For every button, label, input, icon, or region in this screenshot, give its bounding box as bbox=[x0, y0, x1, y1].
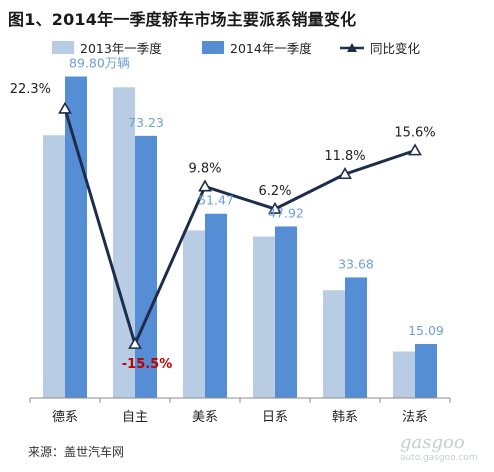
x-tick-label: 德系 bbox=[52, 410, 78, 425]
source-note: 来源：盖世汽车网 bbox=[28, 445, 125, 459]
legend-label-2014: 2014年一季度 bbox=[230, 41, 312, 56]
bar-value-label: 89.80万辆 bbox=[69, 56, 130, 71]
bar-2014 bbox=[415, 343, 437, 398]
x-tick-label: 法系 bbox=[402, 410, 428, 425]
change-marker bbox=[128, 336, 142, 349]
x-tick-label: 韩系 bbox=[332, 410, 358, 425]
x-axis: 德系 自主 美系 日系 韩系 法系 bbox=[29, 397, 451, 425]
change-line bbox=[63, 108, 416, 346]
bar-value-label: 51.47 bbox=[198, 193, 234, 208]
x-tick-label: 日系 bbox=[262, 410, 288, 425]
labels-layer: 89.80万辆 73.23 51.47 47.92 33.68 15.09 22.3% -15… bbox=[10, 56, 444, 372]
legend-label-2013: 2013年一季度 bbox=[80, 41, 162, 56]
x-tick-label: 美系 bbox=[192, 410, 218, 425]
bar-2013 bbox=[323, 290, 345, 398]
change-label: 11.8% bbox=[324, 149, 365, 164]
watermark-logo: gasgoo auto.gasgoo.com bbox=[400, 432, 490, 466]
bar-value-label: 33.68 bbox=[338, 256, 374, 271]
bar-value-label: 73.23 bbox=[128, 115, 164, 130]
legend-swatch-2014 bbox=[202, 41, 224, 54]
legend-label-change: 同比变化 bbox=[370, 41, 421, 56]
bar-value-label: 47.92 bbox=[268, 205, 304, 220]
x-tick-label: 自主 bbox=[122, 410, 148, 425]
chart-title: 图1、2014年一季度轿车市场主要派系销量变化 bbox=[8, 10, 357, 29]
bar-2013 bbox=[253, 236, 275, 398]
change-marker bbox=[58, 101, 72, 114]
legend: 2013年一季度 2014年一季度 同比变化 bbox=[52, 41, 421, 56]
legend-marker-change bbox=[347, 43, 357, 52]
change-marker bbox=[268, 201, 282, 214]
change-marker bbox=[198, 179, 212, 192]
bars-layer bbox=[43, 76, 437, 399]
bar-2014 bbox=[275, 226, 297, 398]
bar-2013 bbox=[43, 135, 65, 398]
bar-2014 bbox=[65, 76, 87, 399]
legend-swatch-2013 bbox=[52, 41, 74, 54]
change-line-layer bbox=[58, 101, 422, 349]
change-label: 9.8% bbox=[188, 162, 221, 177]
bar-2014 bbox=[345, 277, 367, 398]
bar-value-label: 15.09 bbox=[408, 323, 444, 338]
bar-2013 bbox=[393, 351, 415, 398]
change-marker bbox=[338, 167, 352, 180]
change-label: 6.2% bbox=[258, 184, 291, 199]
watermark-url: auto.gasgoo.com bbox=[400, 453, 478, 463]
change-label: -15.5% bbox=[122, 357, 173, 372]
bar-2013 bbox=[113, 87, 135, 399]
watermark-logo-text: gasgoo bbox=[400, 432, 465, 453]
bar-2014 bbox=[205, 213, 227, 398]
change-label: 15.6% bbox=[394, 125, 435, 140]
change-label: 22.3% bbox=[10, 82, 51, 97]
bar-2013 bbox=[183, 230, 205, 398]
change-marker bbox=[408, 143, 422, 156]
